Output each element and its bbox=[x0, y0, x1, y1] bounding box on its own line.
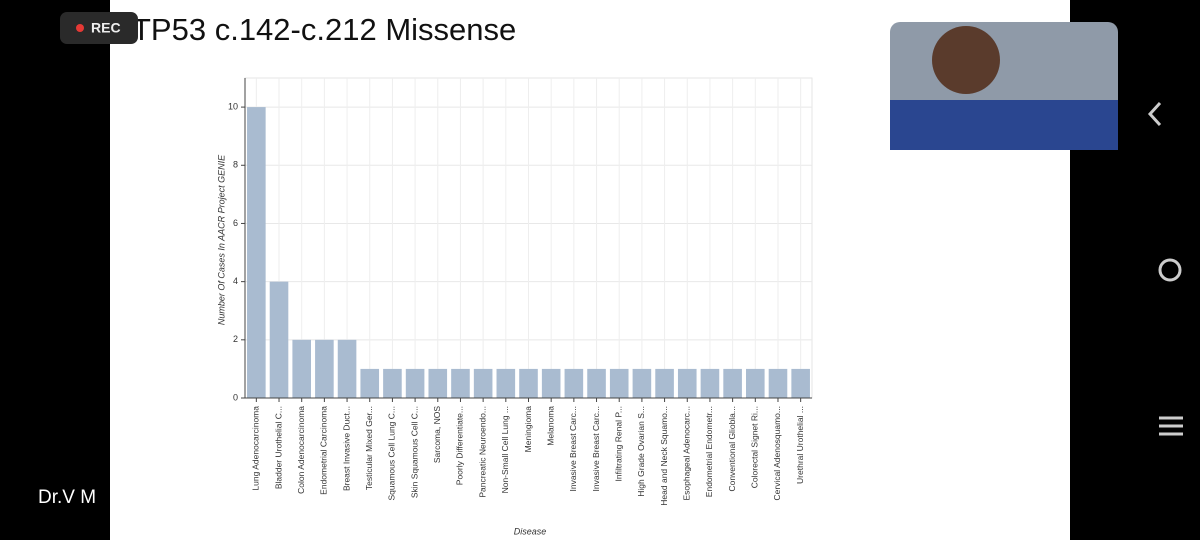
x-tick-label: Head and Neck Squamo... bbox=[659, 406, 669, 506]
x-tick-label: Esophageal Adenocarc... bbox=[682, 406, 692, 501]
bar bbox=[768, 368, 788, 398]
rec-dot bbox=[76, 24, 84, 32]
rec-badge bbox=[60, 12, 138, 44]
bar bbox=[723, 368, 742, 398]
y-tick-label: 6 bbox=[233, 218, 238, 228]
nav-home[interactable] bbox=[1158, 258, 1182, 282]
x-tick-label: Lung Adenocarcinoma bbox=[251, 406, 261, 491]
presenter-name: Dr.V M bbox=[38, 487, 96, 508]
bar bbox=[428, 368, 448, 398]
x-tick-label: Non-Small Cell Lung ... bbox=[500, 406, 510, 493]
x-tick-label: Invasive Breast Carc... bbox=[591, 406, 601, 492]
nav-back[interactable] bbox=[1147, 101, 1162, 127]
bar bbox=[337, 339, 357, 398]
bar bbox=[632, 368, 652, 398]
x-tick-label: Melanoma bbox=[545, 406, 555, 446]
y-tick-label: 2 bbox=[233, 334, 238, 344]
x-tick-label: Invasive Breast Carc... bbox=[568, 406, 578, 492]
x-tick-label: Squamous Cell Lung C... bbox=[387, 406, 397, 501]
x-tick-label: Colorectal Signet Ri... bbox=[750, 406, 760, 488]
chart-title: TP53 c.142-c.212 Missense bbox=[132, 12, 516, 47]
x-axis-label: Disease bbox=[514, 526, 547, 536]
bar bbox=[541, 368, 561, 398]
y-axis-label: Number Of Cases In AACR Project GENIE bbox=[216, 154, 226, 325]
bar bbox=[677, 368, 697, 398]
y-tick-label: 10 bbox=[228, 101, 238, 111]
x-tick-label: Pancreatic Neuroendo... bbox=[477, 406, 487, 498]
bar bbox=[496, 368, 516, 398]
x-tick-label: Endometrial Carcinoma bbox=[319, 406, 329, 495]
rec-label: REC bbox=[91, 20, 121, 36]
x-tick-label: Urethral Urothelial ... bbox=[795, 406, 805, 484]
x-tick-label: Bladder Urothelial C... bbox=[273, 406, 283, 489]
bar bbox=[292, 339, 311, 398]
x-tick-label: Cervical Adenosquamo... bbox=[772, 406, 782, 501]
bar bbox=[609, 368, 629, 398]
bar bbox=[791, 368, 810, 398]
y-tick-label: 4 bbox=[233, 276, 238, 286]
x-tick-label: Meningioma bbox=[523, 406, 533, 453]
x-tick-label: Endometrial Endometr... bbox=[704, 406, 714, 497]
x-tick-label: Breast Invasive Duct... bbox=[341, 406, 351, 491]
y-tick-label: 8 bbox=[233, 160, 238, 170]
bar bbox=[360, 368, 380, 398]
x-tick-label: Infiltrating Renal P... bbox=[613, 406, 623, 481]
x-tick-label: High Grade Ovarian S... bbox=[636, 406, 646, 497]
bar bbox=[564, 368, 584, 398]
bar bbox=[269, 281, 289, 398]
bar bbox=[655, 368, 674, 398]
x-tick-label: Poorly Differentiate... bbox=[455, 406, 465, 485]
bar bbox=[247, 107, 266, 398]
webcam-shirt bbox=[890, 100, 1118, 150]
x-tick-label: Sarcoma, NOS bbox=[432, 406, 442, 463]
x-tick-label: Conventional Gliobla... bbox=[727, 406, 737, 492]
nav-menu[interactable] bbox=[1159, 416, 1183, 436]
bar bbox=[405, 368, 425, 398]
bar bbox=[587, 368, 606, 398]
bar bbox=[383, 368, 402, 398]
bar bbox=[451, 368, 470, 398]
bar bbox=[519, 368, 538, 398]
x-tick-label: Skin Squamous Cell C... bbox=[409, 406, 419, 498]
x-tick-label: Testicular Mixed Ger... bbox=[364, 406, 374, 490]
webcam-face bbox=[932, 26, 1000, 94]
bar bbox=[746, 368, 765, 398]
bar bbox=[315, 339, 334, 398]
y-tick-label: 0 bbox=[233, 392, 238, 402]
bar bbox=[700, 368, 720, 398]
bar bbox=[473, 368, 493, 398]
x-tick-label: Colon Adenocarcinoma bbox=[296, 406, 306, 494]
